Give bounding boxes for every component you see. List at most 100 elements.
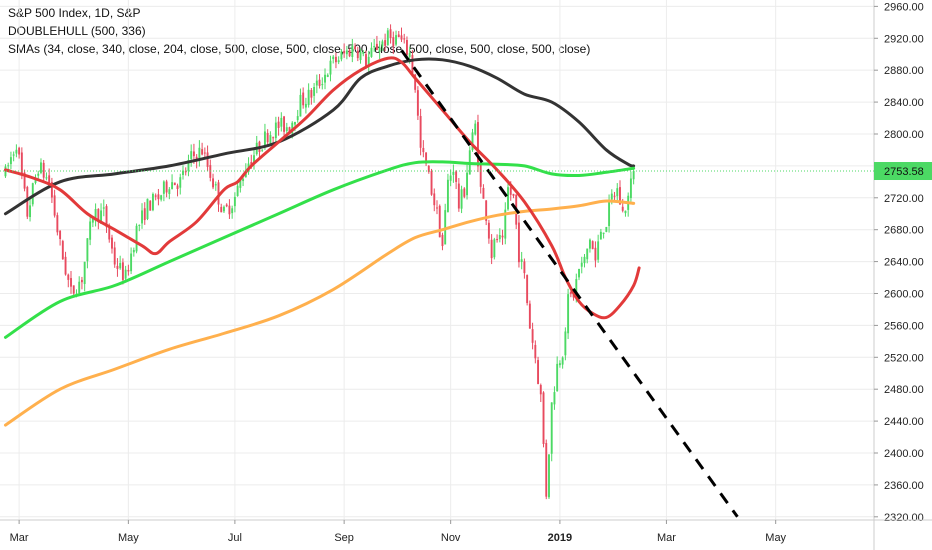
candle-down	[501, 235, 504, 238]
candle-down	[397, 34, 400, 38]
candle-up	[616, 188, 619, 197]
candle-down	[490, 239, 493, 259]
candle-down	[334, 56, 337, 63]
indicator-line-sma	[3, 56, 641, 320]
candle-up	[381, 41, 384, 47]
y-tick-label: 2440.00	[884, 416, 924, 428]
candle-up	[198, 147, 201, 161]
candle-up	[135, 225, 138, 252]
candle-down	[310, 90, 313, 98]
candle-up	[285, 127, 288, 132]
candle-down	[53, 195, 56, 216]
candle-up	[307, 89, 310, 106]
candle-up	[138, 224, 141, 226]
candle-down	[228, 205, 231, 215]
candle-up	[332, 56, 335, 59]
candle-down	[348, 50, 351, 57]
candle-down	[143, 208, 146, 221]
candle-up	[520, 259, 523, 262]
candle-down	[487, 222, 490, 239]
candle-down	[72, 285, 75, 294]
candle-up	[395, 35, 397, 45]
candle-down	[523, 261, 526, 274]
candle-up	[182, 170, 184, 175]
candle-down	[203, 152, 206, 154]
candle-up	[239, 179, 242, 188]
candle-down	[250, 162, 253, 165]
candle-up	[162, 181, 165, 194]
candle-down	[18, 147, 21, 155]
candle-up	[329, 60, 332, 75]
y-tick-label: 2520.00	[884, 352, 924, 364]
candle-up	[171, 182, 174, 189]
candle-down	[613, 195, 616, 197]
candle-down	[400, 35, 403, 40]
trendline	[400, 49, 739, 518]
y-tick-label: 2480.00	[884, 384, 924, 396]
candle-down	[277, 121, 280, 128]
x-tick-label: Sep	[334, 532, 354, 544]
candle-up	[45, 177, 48, 179]
candle-up	[452, 171, 455, 175]
time-axis: Mar May Jul Sep Nov 2019 Mar May	[0, 519, 932, 544]
candle-down	[56, 215, 59, 233]
x-tick-label: May	[765, 532, 786, 544]
candle-down	[356, 50, 359, 59]
candle-up	[130, 253, 133, 272]
candle-up	[345, 50, 348, 55]
candle-up	[567, 294, 570, 334]
candle-up	[141, 210, 143, 224]
y-tick-label: 2720.00	[884, 193, 924, 205]
candle-down	[425, 152, 428, 164]
candle-up	[597, 241, 600, 260]
candle-down	[302, 92, 305, 106]
candle-up	[583, 256, 586, 264]
candle-up	[605, 226, 608, 232]
candle-up	[564, 331, 567, 356]
candle-up	[146, 198, 149, 220]
candle-down	[463, 188, 466, 197]
candle-up	[367, 56, 370, 67]
candle-up	[233, 196, 236, 207]
candle-down	[288, 127, 291, 133]
last-price-tag: 2753.58	[0, 162, 932, 181]
candle-up	[12, 154, 15, 156]
last-price-label: 2753.58	[884, 166, 924, 178]
candle-up	[313, 86, 316, 96]
candle-down	[537, 360, 540, 384]
candle-up	[242, 178, 245, 182]
candle-down	[165, 181, 168, 193]
candle-up	[580, 262, 583, 267]
candle-down	[266, 132, 269, 143]
candle-up	[474, 123, 477, 135]
candle-down	[272, 137, 275, 139]
y-tick-label: 2320.00	[884, 512, 924, 524]
y-tick-label: 2560.00	[884, 320, 924, 332]
candle-down	[619, 187, 621, 205]
candle-up	[446, 179, 449, 212]
candle-down	[127, 269, 130, 272]
candle-up	[83, 261, 86, 285]
candle-up	[561, 357, 564, 365]
candle-up	[466, 172, 468, 196]
candle-down	[479, 164, 482, 187]
candle-down	[80, 279, 83, 283]
candle-up	[187, 160, 190, 172]
candle-up	[471, 132, 474, 151]
candle-up	[37, 173, 40, 176]
candle-up	[340, 51, 343, 60]
candle-up	[280, 117, 283, 127]
candle-up	[599, 231, 602, 240]
candle-down	[433, 193, 436, 206]
candle-down	[173, 182, 176, 186]
candle-up	[132, 249, 135, 253]
candle-up	[588, 239, 591, 249]
candle-down	[392, 37, 395, 47]
candle-up	[263, 131, 266, 148]
candle-up	[94, 209, 97, 221]
candle-down	[422, 147, 425, 153]
candle-down	[97, 209, 100, 222]
candle-down	[217, 182, 220, 205]
candle-down	[416, 90, 419, 116]
